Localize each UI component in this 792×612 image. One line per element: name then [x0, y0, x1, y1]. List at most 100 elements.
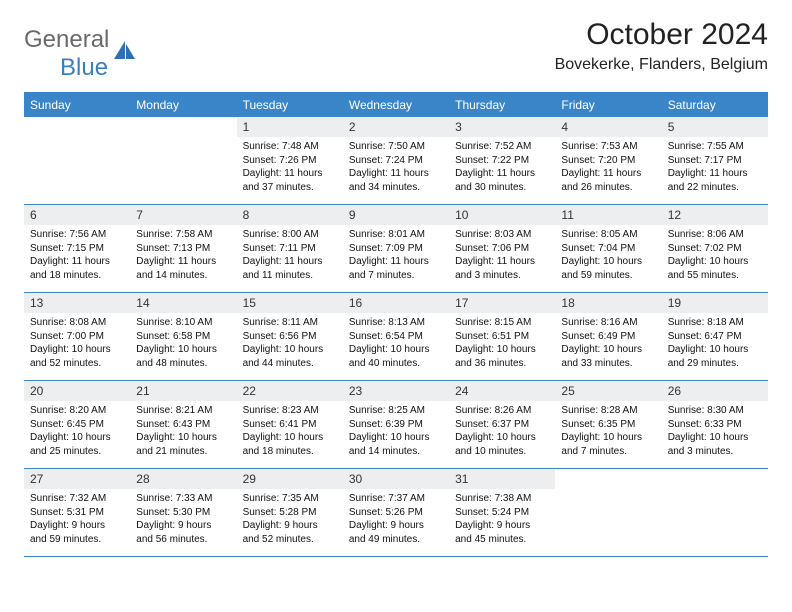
sunset-text: Sunset: 6:35 PM — [561, 418, 655, 432]
calendar-cell: 2Sunrise: 7:50 AMSunset: 7:24 PMDaylight… — [343, 117, 449, 205]
day-number: 30 — [343, 469, 449, 489]
sunrise-text: Sunrise: 8:13 AM — [349, 316, 443, 330]
daylight-text: Daylight: 10 hours and 29 minutes. — [668, 343, 762, 370]
brand-text-2: Blue — [60, 54, 108, 81]
daylight-text: Daylight: 11 hours and 30 minutes. — [455, 167, 549, 194]
day-header: Friday — [555, 93, 661, 117]
sail-icon — [114, 41, 136, 66]
day-number: 5 — [662, 117, 768, 137]
calendar-cell — [24, 117, 130, 205]
day-number: 6 — [24, 205, 130, 225]
calendar-cell: 15Sunrise: 8:11 AMSunset: 6:56 PMDayligh… — [237, 293, 343, 381]
cell-body: Sunrise: 8:10 AMSunset: 6:58 PMDaylight:… — [130, 313, 236, 374]
cell-body: Sunrise: 7:35 AMSunset: 5:28 PMDaylight:… — [237, 489, 343, 550]
calendar-cell: 1Sunrise: 7:48 AMSunset: 7:26 PMDaylight… — [237, 117, 343, 205]
sunrise-text: Sunrise: 8:11 AM — [243, 316, 337, 330]
day-header: Monday — [130, 93, 236, 117]
calendar-cell — [555, 469, 661, 557]
day-number: 4 — [555, 117, 661, 137]
day-number: 7 — [130, 205, 236, 225]
daylight-text: Daylight: 11 hours and 3 minutes. — [455, 255, 549, 282]
cell-body: Sunrise: 8:26 AMSunset: 6:37 PMDaylight:… — [449, 401, 555, 462]
daylight-text: Daylight: 10 hours and 55 minutes. — [668, 255, 762, 282]
calendar-cell: 7Sunrise: 7:58 AMSunset: 7:13 PMDaylight… — [130, 205, 236, 293]
day-number: 21 — [130, 381, 236, 401]
day-number: 11 — [555, 205, 661, 225]
day-number: 12 — [662, 205, 768, 225]
calendar-cell: 12Sunrise: 8:06 AMSunset: 7:02 PMDayligh… — [662, 205, 768, 293]
calendar-cell: 23Sunrise: 8:25 AMSunset: 6:39 PMDayligh… — [343, 381, 449, 469]
sunrise-text: Sunrise: 7:56 AM — [30, 228, 124, 242]
daylight-text: Daylight: 9 hours and 49 minutes. — [349, 519, 443, 546]
sunset-text: Sunset: 7:17 PM — [668, 154, 762, 168]
daylight-text: Daylight: 11 hours and 34 minutes. — [349, 167, 443, 194]
sunrise-text: Sunrise: 8:23 AM — [243, 404, 337, 418]
cell-body: Sunrise: 8:05 AMSunset: 7:04 PMDaylight:… — [555, 225, 661, 286]
calendar-cell: 31Sunrise: 7:38 AMSunset: 5:24 PMDayligh… — [449, 469, 555, 557]
calendar-cell: 14Sunrise: 8:10 AMSunset: 6:58 PMDayligh… — [130, 293, 236, 381]
sunset-text: Sunset: 7:26 PM — [243, 154, 337, 168]
calendar-cell: 10Sunrise: 8:03 AMSunset: 7:06 PMDayligh… — [449, 205, 555, 293]
cell-body: Sunrise: 8:03 AMSunset: 7:06 PMDaylight:… — [449, 225, 555, 286]
daylight-text: Daylight: 9 hours and 52 minutes. — [243, 519, 337, 546]
cell-body: Sunrise: 7:58 AMSunset: 7:13 PMDaylight:… — [130, 225, 236, 286]
sunrise-text: Sunrise: 8:28 AM — [561, 404, 655, 418]
sunset-text: Sunset: 6:49 PM — [561, 330, 655, 344]
sunrise-text: Sunrise: 7:53 AM — [561, 140, 655, 154]
daylight-text: Daylight: 10 hours and 3 minutes. — [668, 431, 762, 458]
sunset-text: Sunset: 5:24 PM — [455, 506, 549, 520]
sunrise-text: Sunrise: 8:10 AM — [136, 316, 230, 330]
calendar-cell: 28Sunrise: 7:33 AMSunset: 5:30 PMDayligh… — [130, 469, 236, 557]
calendar-cell: 16Sunrise: 8:13 AMSunset: 6:54 PMDayligh… — [343, 293, 449, 381]
sunrise-text: Sunrise: 8:06 AM — [668, 228, 762, 242]
calendar-table: SundayMondayTuesdayWednesdayThursdayFrid… — [24, 92, 768, 557]
cell-body: Sunrise: 8:08 AMSunset: 7:00 PMDaylight:… — [24, 313, 130, 374]
location-text: Bovekerke, Flanders, Belgium — [555, 56, 768, 74]
daylight-text: Daylight: 11 hours and 22 minutes. — [668, 167, 762, 194]
cell-body: Sunrise: 8:11 AMSunset: 6:56 PMDaylight:… — [237, 313, 343, 374]
calendar-cell: 5 Sunrise: 7:55 AMSunset: 7:17 PMDaylight… — [662, 117, 768, 205]
calendar-cell: 25Sunrise: 8:28 AMSunset: 6:35 PMDayligh… — [555, 381, 661, 469]
brand-text-1: General — [24, 26, 109, 53]
sunset-text: Sunset: 6:54 PM — [349, 330, 443, 344]
calendar-cell: 22Sunrise: 8:23 AMSunset: 6:41 PMDayligh… — [237, 381, 343, 469]
cell-body: Sunrise: 7:53 AMSunset: 7:20 PMDaylight:… — [555, 137, 661, 198]
calendar-cell — [130, 117, 236, 205]
sunset-text: Sunset: 6:56 PM — [243, 330, 337, 344]
cell-body: Sunrise: 8:21 AMSunset: 6:43 PMDaylight:… — [130, 401, 236, 462]
cell-body: Sunrise: 8:13 AMSunset: 6:54 PMDaylight:… — [343, 313, 449, 374]
cell-body: Sunrise: 8:28 AMSunset: 6:35 PMDaylight:… — [555, 401, 661, 462]
day-number: 17 — [449, 293, 555, 313]
sunrise-text: Sunrise: 7:55 AM — [668, 140, 762, 154]
day-header: Sunday — [24, 93, 130, 117]
calendar-week-row: 13Sunrise: 8:08 AMSunset: 7:00 PMDayligh… — [24, 293, 768, 381]
sunset-text: Sunset: 6:45 PM — [30, 418, 124, 432]
day-number: 22 — [237, 381, 343, 401]
calendar-cell: 21Sunrise: 8:21 AMSunset: 6:43 PMDayligh… — [130, 381, 236, 469]
day-number: 14 — [130, 293, 236, 313]
sunrise-text: Sunrise: 8:16 AM — [561, 316, 655, 330]
sunrise-text: Sunrise: 7:52 AM — [455, 140, 549, 154]
day-number: 20 — [24, 381, 130, 401]
sunrise-text: Sunrise: 8:20 AM — [30, 404, 124, 418]
calendar-cell: 24Sunrise: 8:26 AMSunset: 6:37 PMDayligh… — [449, 381, 555, 469]
cell-body: Sunrise: 7:32 AMSunset: 5:31 PMDaylight:… — [24, 489, 130, 550]
daylight-text: Daylight: 10 hours and 21 minutes. — [136, 431, 230, 458]
calendar-cell: 19Sunrise: 8:18 AMSunset: 6:47 PMDayligh… — [662, 293, 768, 381]
sunrise-text: Sunrise: 7:32 AM — [30, 492, 124, 506]
sunset-text: Sunset: 7:09 PM — [349, 242, 443, 256]
calendar-week-row: 20 Sunrise: 8:20 AMSunset: 6:45 PM Dayligh… — [24, 381, 768, 469]
cell-body: Sunrise: 7:37 AMSunset: 5:26 PMDaylight:… — [343, 489, 449, 550]
daylight-text: Daylight: 10 hours and 44 minutes. — [243, 343, 337, 370]
cell-body: Sunrise: 8:16 AMSunset: 6:49 PMDaylight:… — [555, 313, 661, 374]
cell-body: Sunrise: 8:01 AMSunset: 7:09 PMDaylight:… — [343, 225, 449, 286]
sunset-text: Sunset: 7:04 PM — [561, 242, 655, 256]
sunset-text: Sunset: 5:26 PM — [349, 506, 443, 520]
sunset-text: Sunset: 6:51 PM — [455, 330, 549, 344]
calendar-cell: 30Sunrise: 7:37 AMSunset: 5:26 PMDayligh… — [343, 469, 449, 557]
sunset-text: Sunset: 6:39 PM — [349, 418, 443, 432]
cell-body: Sunrise: 7:33 AMSunset: 5:30 PMDaylight:… — [130, 489, 236, 550]
sunset-text: Sunset: 5:31 PM — [30, 506, 124, 520]
daylight-text: Daylight: 10 hours and 33 minutes. — [561, 343, 655, 370]
day-number: 13 — [24, 293, 130, 313]
